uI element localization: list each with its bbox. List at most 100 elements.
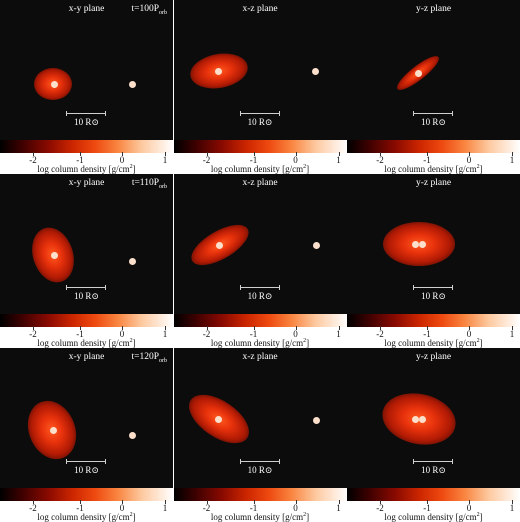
scale-label: 10 R⊙: [247, 465, 273, 475]
star-marker: [312, 67, 319, 75]
colorbar-tick-label: 1: [162, 155, 168, 165]
panel-yz-row1: y-z plane 10 R⊙ -2 -1 0 1 log column density […: [347, 0, 520, 174]
colorbar-tick-label: -1: [76, 329, 84, 339]
colorbar-label: log column density [g/cm2]: [0, 164, 173, 174]
scale-label: 10 R⊙: [421, 465, 446, 475]
colorbar-tick: [380, 500, 381, 504]
colorbar-tick-label: -1: [249, 329, 258, 339]
colorbar-label-end: ]: [479, 512, 483, 522]
colorbar-tick-label: 1: [162, 329, 168, 339]
colorbar: [347, 488, 520, 501]
colorbar-tick: [253, 152, 255, 156]
colorbar-tick: [469, 152, 470, 156]
colorbar-tick: [165, 152, 166, 156]
colorbar-tick-label: 0: [293, 503, 298, 513]
colorbar-label-exponent: 2: [129, 164, 133, 170]
colorbar-tick: [427, 326, 428, 330]
scale-bar: [66, 459, 106, 464]
colorbar: [347, 140, 520, 153]
star-marker: [49, 426, 57, 434]
colorbar-label-end: ]: [479, 338, 483, 348]
colorbar-tick: [338, 152, 340, 156]
plane-label: x-y plane: [68, 352, 105, 362]
panel-xz-row3: x-z plane 10 R⊙ -2 -1 0 1 log column density […: [173, 348, 347, 522]
panel-xy-row1: x-y plane t=100Porb 10 R⊙ -2 -1 0 1 log column …: [0, 0, 173, 174]
colorbar: [347, 314, 520, 327]
colorbar-tick-label: 0: [466, 329, 472, 339]
colorbar-tick: [295, 152, 297, 156]
colorbar-label-exponent: 2: [303, 338, 307, 344]
colorbar-label: log column density [g/cm2]: [347, 512, 520, 522]
plane-label: x-z plane: [242, 178, 278, 188]
colorbar-tick-label: 0: [466, 503, 472, 513]
colorbar-label-exponent: 2: [476, 512, 480, 518]
star-marker: [313, 241, 320, 249]
panel-xy-row3: x-y plane t=120Porb 10 R⊙ -2 -1 0 1 log column …: [0, 348, 173, 522]
colorbar-tick: [206, 326, 208, 330]
colorbar-tick-label: 1: [336, 329, 341, 339]
density-map: x-z plane 10 R⊙: [173, 0, 347, 140]
scale-bar: [239, 285, 280, 290]
scale-bar: [413, 111, 453, 116]
density-map: y-z plane 10 R⊙: [347, 348, 520, 488]
time-value: t=100P: [131, 4, 159, 14]
colorbar-label-text: log column density [g/cm: [210, 338, 304, 348]
time-value: t=120P: [131, 352, 159, 362]
colorbar-tick-label: -1: [76, 503, 84, 513]
scale-label: 10 R⊙: [247, 291, 273, 301]
colorbar-label: log column density [g/cm2]: [0, 512, 173, 522]
time-value: t=110P: [131, 178, 159, 188]
colorbar: [0, 488, 173, 501]
colorbar: [173, 488, 347, 501]
plane-label: y-z plane: [415, 178, 452, 188]
star-marker: [128, 431, 136, 439]
panel-yz-row2: y-z plane 10 R⊙ -2 -1 0 1 log column density […: [347, 174, 520, 348]
colorbar-tick-label: 0: [293, 155, 298, 165]
colorbar-tick-label: -1: [423, 329, 431, 339]
colorbar-tick: [122, 500, 123, 504]
colorbar-tick: [469, 500, 470, 504]
panel-xz-row1: x-z plane 10 R⊙ -2 -1 0 1 log column density […: [173, 0, 347, 174]
time-label: t=120Porb: [131, 352, 167, 364]
density-map: y-z plane 10 R⊙: [347, 0, 520, 140]
scale-bar: [239, 111, 280, 116]
colorbar-tick-label: -1: [423, 155, 431, 165]
colorbar-tick: [165, 326, 166, 330]
colorbar-tick-label: -2: [376, 503, 384, 513]
colorbar-label-exponent: 2: [129, 338, 133, 344]
scale-bar: [66, 111, 106, 116]
scale-label: 10 R⊙: [74, 291, 99, 301]
colorbar-label-exponent: 2: [303, 512, 307, 518]
density-map: x-y plane t=120Porb 10 R⊙: [0, 348, 173, 488]
colorbar-label: log column density [g/cm2]: [347, 164, 520, 174]
colorbar-tick: [122, 152, 123, 156]
colorbar-tick: [33, 152, 34, 156]
colorbar-tick-label: -2: [202, 329, 211, 339]
scale-bar: [239, 459, 280, 464]
colorbar-label: log column density [g/cm2]: [174, 338, 347, 348]
density-map: x-y plane t=100Porb 10 R⊙: [0, 0, 173, 140]
scale-bar: [413, 459, 453, 464]
panel-yz-row3: y-z plane 10 R⊙ -2 -1 0 1 log column density […: [347, 348, 520, 522]
colorbar-tick: [253, 326, 255, 330]
colorbar-tick: [295, 326, 297, 330]
colorbar-label-end: ]: [306, 512, 310, 522]
colorbar-label-exponent: 2: [129, 512, 133, 518]
colorbar-label-end: ]: [132, 512, 136, 522]
colorbar-tick-label: 1: [336, 503, 341, 513]
colorbar-tick: [338, 326, 340, 330]
colorbar-tick-label: 1: [509, 503, 515, 513]
colorbar-tick-label: -2: [376, 329, 384, 339]
scale-label: 10 R⊙: [421, 117, 446, 127]
star-marker: [411, 415, 419, 423]
colorbar-tick-label: 0: [119, 155, 125, 165]
colorbar-tick: [338, 500, 340, 504]
scale-label: 10 R⊙: [421, 291, 446, 301]
colorbar-tick-label: -1: [249, 155, 258, 165]
colorbar-label: log column density [g/cm2]: [347, 338, 520, 348]
time-unit: orb: [159, 183, 167, 190]
time-unit: orb: [159, 9, 167, 16]
colorbar-tick-label: -2: [29, 155, 37, 165]
colorbar-label-end: ]: [479, 164, 483, 174]
star-marker: [50, 80, 58, 88]
